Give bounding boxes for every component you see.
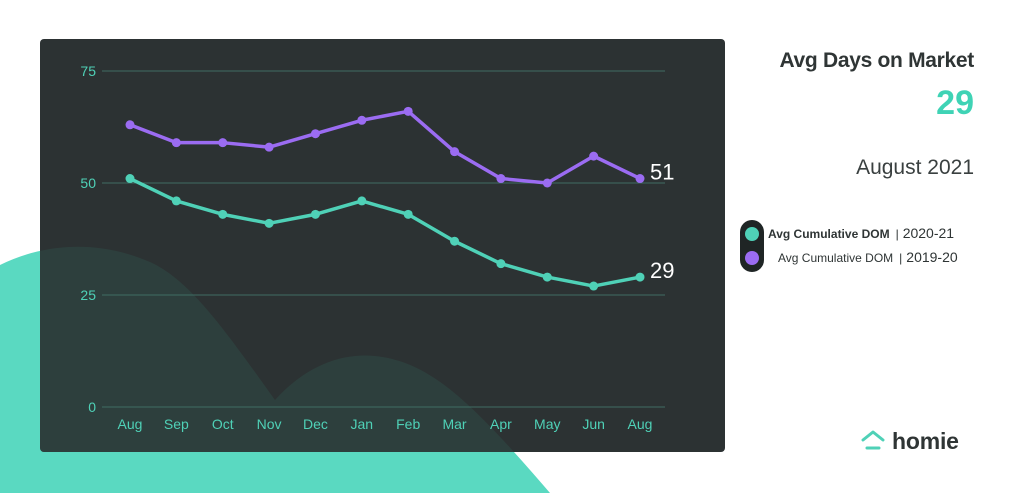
legend-dot-purple [745, 251, 759, 265]
data-point [403, 106, 413, 116]
house-icon [861, 430, 885, 450]
legend-item-2019-20: Avg Cumulative DOM | 2019-20 [778, 249, 958, 267]
x-tick-label: Jun [582, 416, 605, 432]
data-point [310, 129, 320, 139]
x-tick-label: Aug [118, 416, 143, 432]
legend-item-label: Avg Cumulative DOM [778, 251, 894, 265]
legend-separator: | [895, 227, 899, 241]
data-point [403, 209, 413, 219]
brand-logo: homie [860, 426, 959, 456]
x-tick-label: Aug [628, 416, 653, 432]
data-point [264, 218, 274, 228]
data-point [589, 281, 599, 291]
legend-pill [740, 220, 764, 272]
end-label-2019-20: 51 [650, 160, 674, 185]
end-labels: 51 29 [650, 160, 674, 284]
data-point [542, 272, 552, 282]
x-tick-label: Jan [351, 416, 374, 432]
line-chart: 0 25 50 75 Aug Sep Oct Nov Dec Jan Feb Mar Apr May Ju… [40, 63, 674, 452]
data-point [496, 259, 506, 269]
legend-item-year: 2019-20 [906, 249, 958, 265]
grid-lines [102, 70, 665, 408]
legend-item-year: 2020-21 [902, 225, 955, 241]
x-tick-label: Feb [396, 416, 420, 432]
x-axis-ticks: Aug Sep Oct Nov Dec Jan Feb Mar Apr May Jun Aug [118, 416, 653, 432]
x-tick-label: Dec [303, 416, 328, 432]
data-point [635, 174, 645, 184]
data-point [450, 236, 460, 246]
chart-title: Avg Days on Market [779, 49, 974, 72]
y-tick-label: 75 [80, 63, 96, 79]
series-line-2020-21 [128, 176, 642, 288]
chart-panel-blob-overlay [40, 246, 514, 452]
data-point [171, 196, 181, 206]
y-tick-label: 50 [80, 175, 96, 191]
y-tick-label: 0 [88, 399, 96, 415]
data-point [589, 151, 599, 161]
data-point [450, 147, 460, 157]
data-point [218, 209, 228, 219]
brand-name: homie [892, 427, 959, 454]
data-point [310, 209, 320, 219]
period-label: August 2021 [856, 156, 974, 179]
end-label-2020-21: 29 [650, 258, 674, 283]
y-axis-ticks: 0 25 50 75 [80, 63, 96, 415]
series-lines [125, 106, 645, 291]
x-tick-label: Oct [212, 416, 234, 432]
x-tick-label: Sep [164, 416, 189, 432]
chart-panel: 0 25 50 75 Aug Sep Oct Nov Dec Jan Feb Mar Apr May Ju… [40, 39, 725, 452]
data-point [542, 178, 552, 188]
series-line-2019-20 [128, 109, 642, 185]
data-point [496, 174, 506, 184]
x-tick-label: Apr [490, 416, 512, 432]
data-point [357, 115, 367, 125]
x-tick-label: May [534, 416, 560, 432]
data-point [357, 196, 367, 206]
headline-value: 29 [936, 84, 974, 122]
data-point [171, 138, 181, 148]
legend-item-2020-21: Avg Cumulative DOM | 2020-21 [768, 225, 954, 243]
legend-item-label: Avg Cumulative DOM [768, 227, 890, 241]
legend-separator: | [899, 251, 903, 265]
data-point [125, 174, 135, 184]
legend-dot-teal [745, 227, 759, 241]
x-tick-label: Mar [442, 416, 466, 432]
data-point [218, 138, 228, 148]
legend: Avg Cumulative DOM | 2020-21 Avg Cumulativ… [740, 220, 990, 272]
data-point [125, 120, 135, 130]
y-tick-label: 25 [80, 287, 96, 303]
data-point [264, 142, 274, 152]
x-tick-label: Nov [257, 416, 282, 432]
data-point [635, 272, 645, 282]
